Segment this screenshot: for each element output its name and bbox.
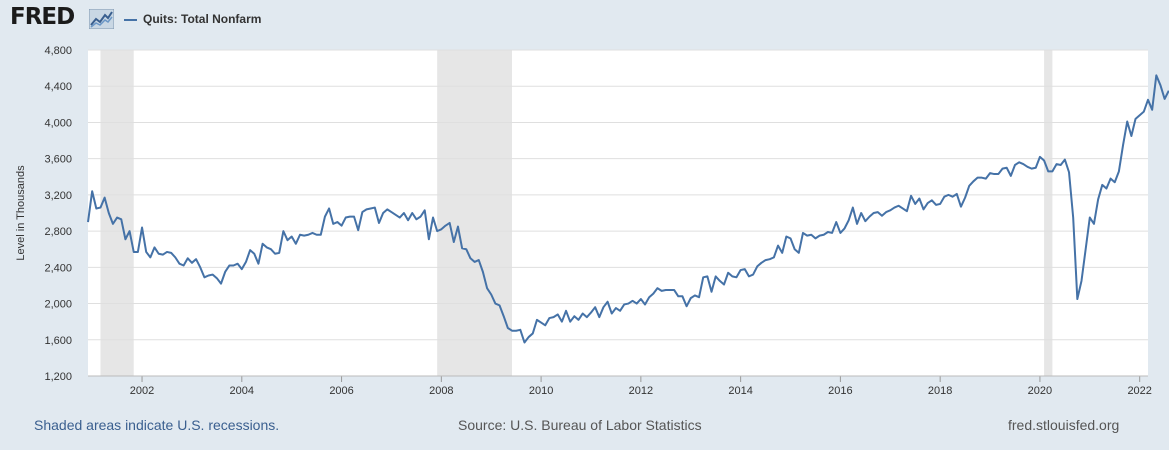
- chart-header: FRED Quits: Total Nonfarm: [0, 0, 1169, 40]
- chart-footer: Shaded areas indicate U.S. recessions. S…: [0, 414, 1169, 438]
- y-tick-label: 3,600: [44, 154, 72, 166]
- y-axis-label: Level in Thousands: [15, 165, 27, 261]
- x-tick-label: 2016: [828, 385, 852, 397]
- fred-logo[interactable]: FRED: [10, 4, 75, 30]
- recession-band-3: [1044, 50, 1053, 376]
- x-tick-label: 2012: [629, 385, 653, 397]
- y-tick-label: 2,000: [44, 299, 72, 311]
- line-chart: 1,200 1,600 2,000 2,400 2,800 3,200 3,600 4,000…: [15, 45, 1169, 397]
- recession-band-1: [100, 50, 134, 376]
- x-tick-label: 2008: [429, 385, 453, 397]
- recession-band-2: [437, 50, 512, 376]
- x-tick-label: 2018: [928, 385, 952, 397]
- y-axis: 1,200 1,600 2,000 2,400 2,800 3,200 3,600 4,000…: [44, 45, 72, 383]
- y-tick-label: 1,600: [44, 335, 72, 347]
- x-tick-label: 2004: [230, 385, 254, 397]
- y-tick-label: 2,400: [44, 262, 72, 274]
- legend-swatch: [124, 19, 137, 21]
- y-tick-label: 2,800: [44, 226, 72, 238]
- y-tick-label: 1,200: [44, 371, 72, 383]
- y-tick-label: 4,800: [44, 45, 72, 57]
- y-tick-label: 4,000: [44, 117, 72, 129]
- site-link[interactable]: fred.stlouisfed.org: [1008, 417, 1120, 433]
- x-tick-label: 2014: [728, 385, 752, 397]
- legend-label: Quits: Total Nonfarm: [143, 12, 262, 26]
- fred-graph-icon: [89, 9, 114, 29]
- series: [87, 74, 1169, 344]
- source-note: Source: U.S. Bureau of Labor Statistics: [458, 417, 702, 433]
- x-tick-label: 2010: [529, 385, 553, 397]
- y-tick-label: 3,200: [44, 190, 72, 202]
- x-tick-label: 2006: [329, 385, 353, 397]
- recession-note: Shaded areas indicate U.S. recessions.: [34, 417, 280, 433]
- x-tick-label: 2020: [1028, 385, 1052, 397]
- recession-shading: [100, 50, 1053, 376]
- plot-background: [88, 50, 1148, 376]
- x-tick-label: 2022: [1127, 385, 1151, 397]
- y-tick-label: 4,400: [44, 81, 72, 93]
- x-tick-label: 2002: [130, 385, 154, 397]
- gridlines: [88, 49, 1148, 341]
- series-line-1[interactable]: [87, 74, 1169, 344]
- x-axis: 2002 2004 2006 2008 2010 2012 2014 2016 2018 2020…: [88, 375, 1152, 397]
